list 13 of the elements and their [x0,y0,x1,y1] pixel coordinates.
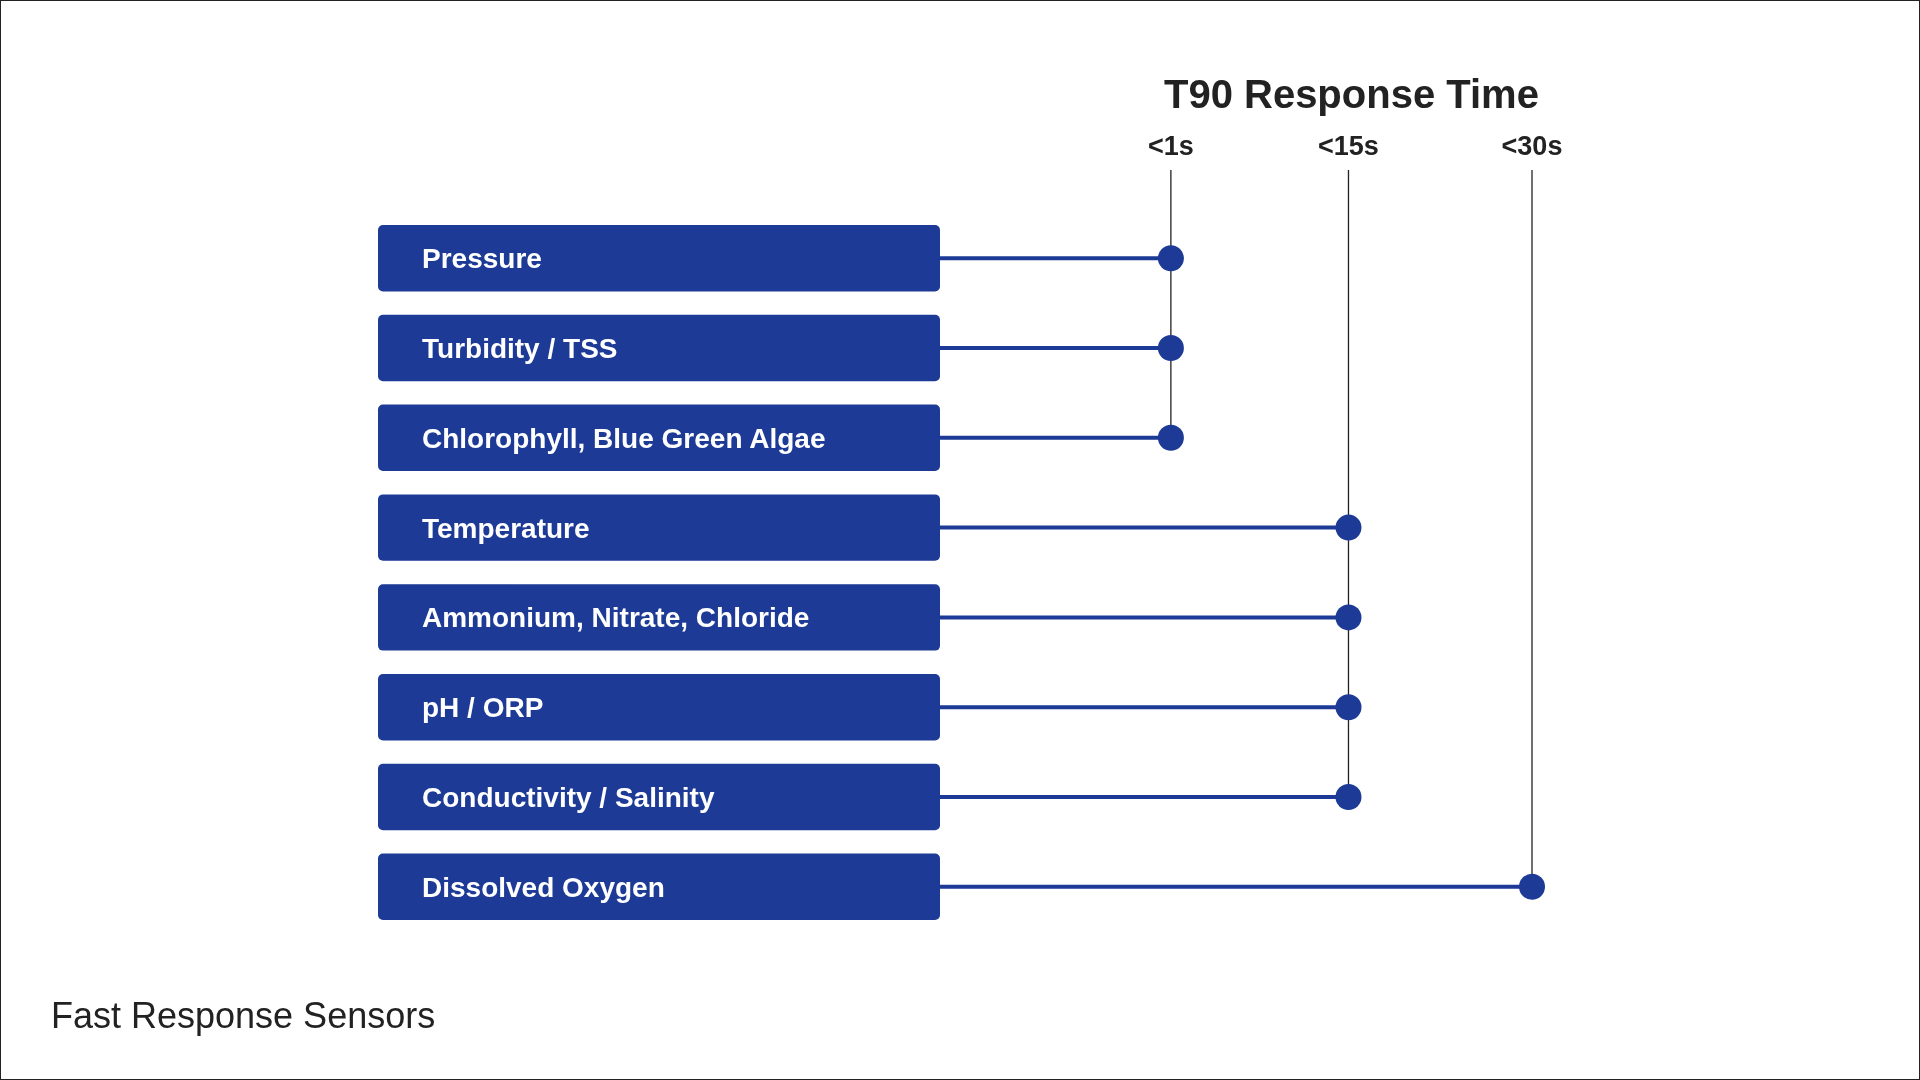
ref-line-label: <15s [1318,131,1379,161]
y-tick-label: Turbidity / TSS [422,333,618,365]
y-tick-label: Pressure [422,243,542,275]
ref-line-label: <30s [1501,131,1563,161]
y-tick-label: pH / ORP [422,692,544,724]
ref-line-label: <1s [1147,131,1194,161]
y-tick-label: Temperature [422,512,590,544]
y-tick-label: Ammonium, Nitrate, Chloride [422,602,810,634]
text: Fast Response Sensors [51,995,436,1036]
chart-title: T90 Response Time [1163,72,1539,116]
y-tick-label: Dissolved Oxygen [422,871,665,903]
y-tick-label: Conductivity / Salinity [422,781,715,813]
y-tick-label: Chlorophyll, Blue Green Algae [422,422,826,454]
